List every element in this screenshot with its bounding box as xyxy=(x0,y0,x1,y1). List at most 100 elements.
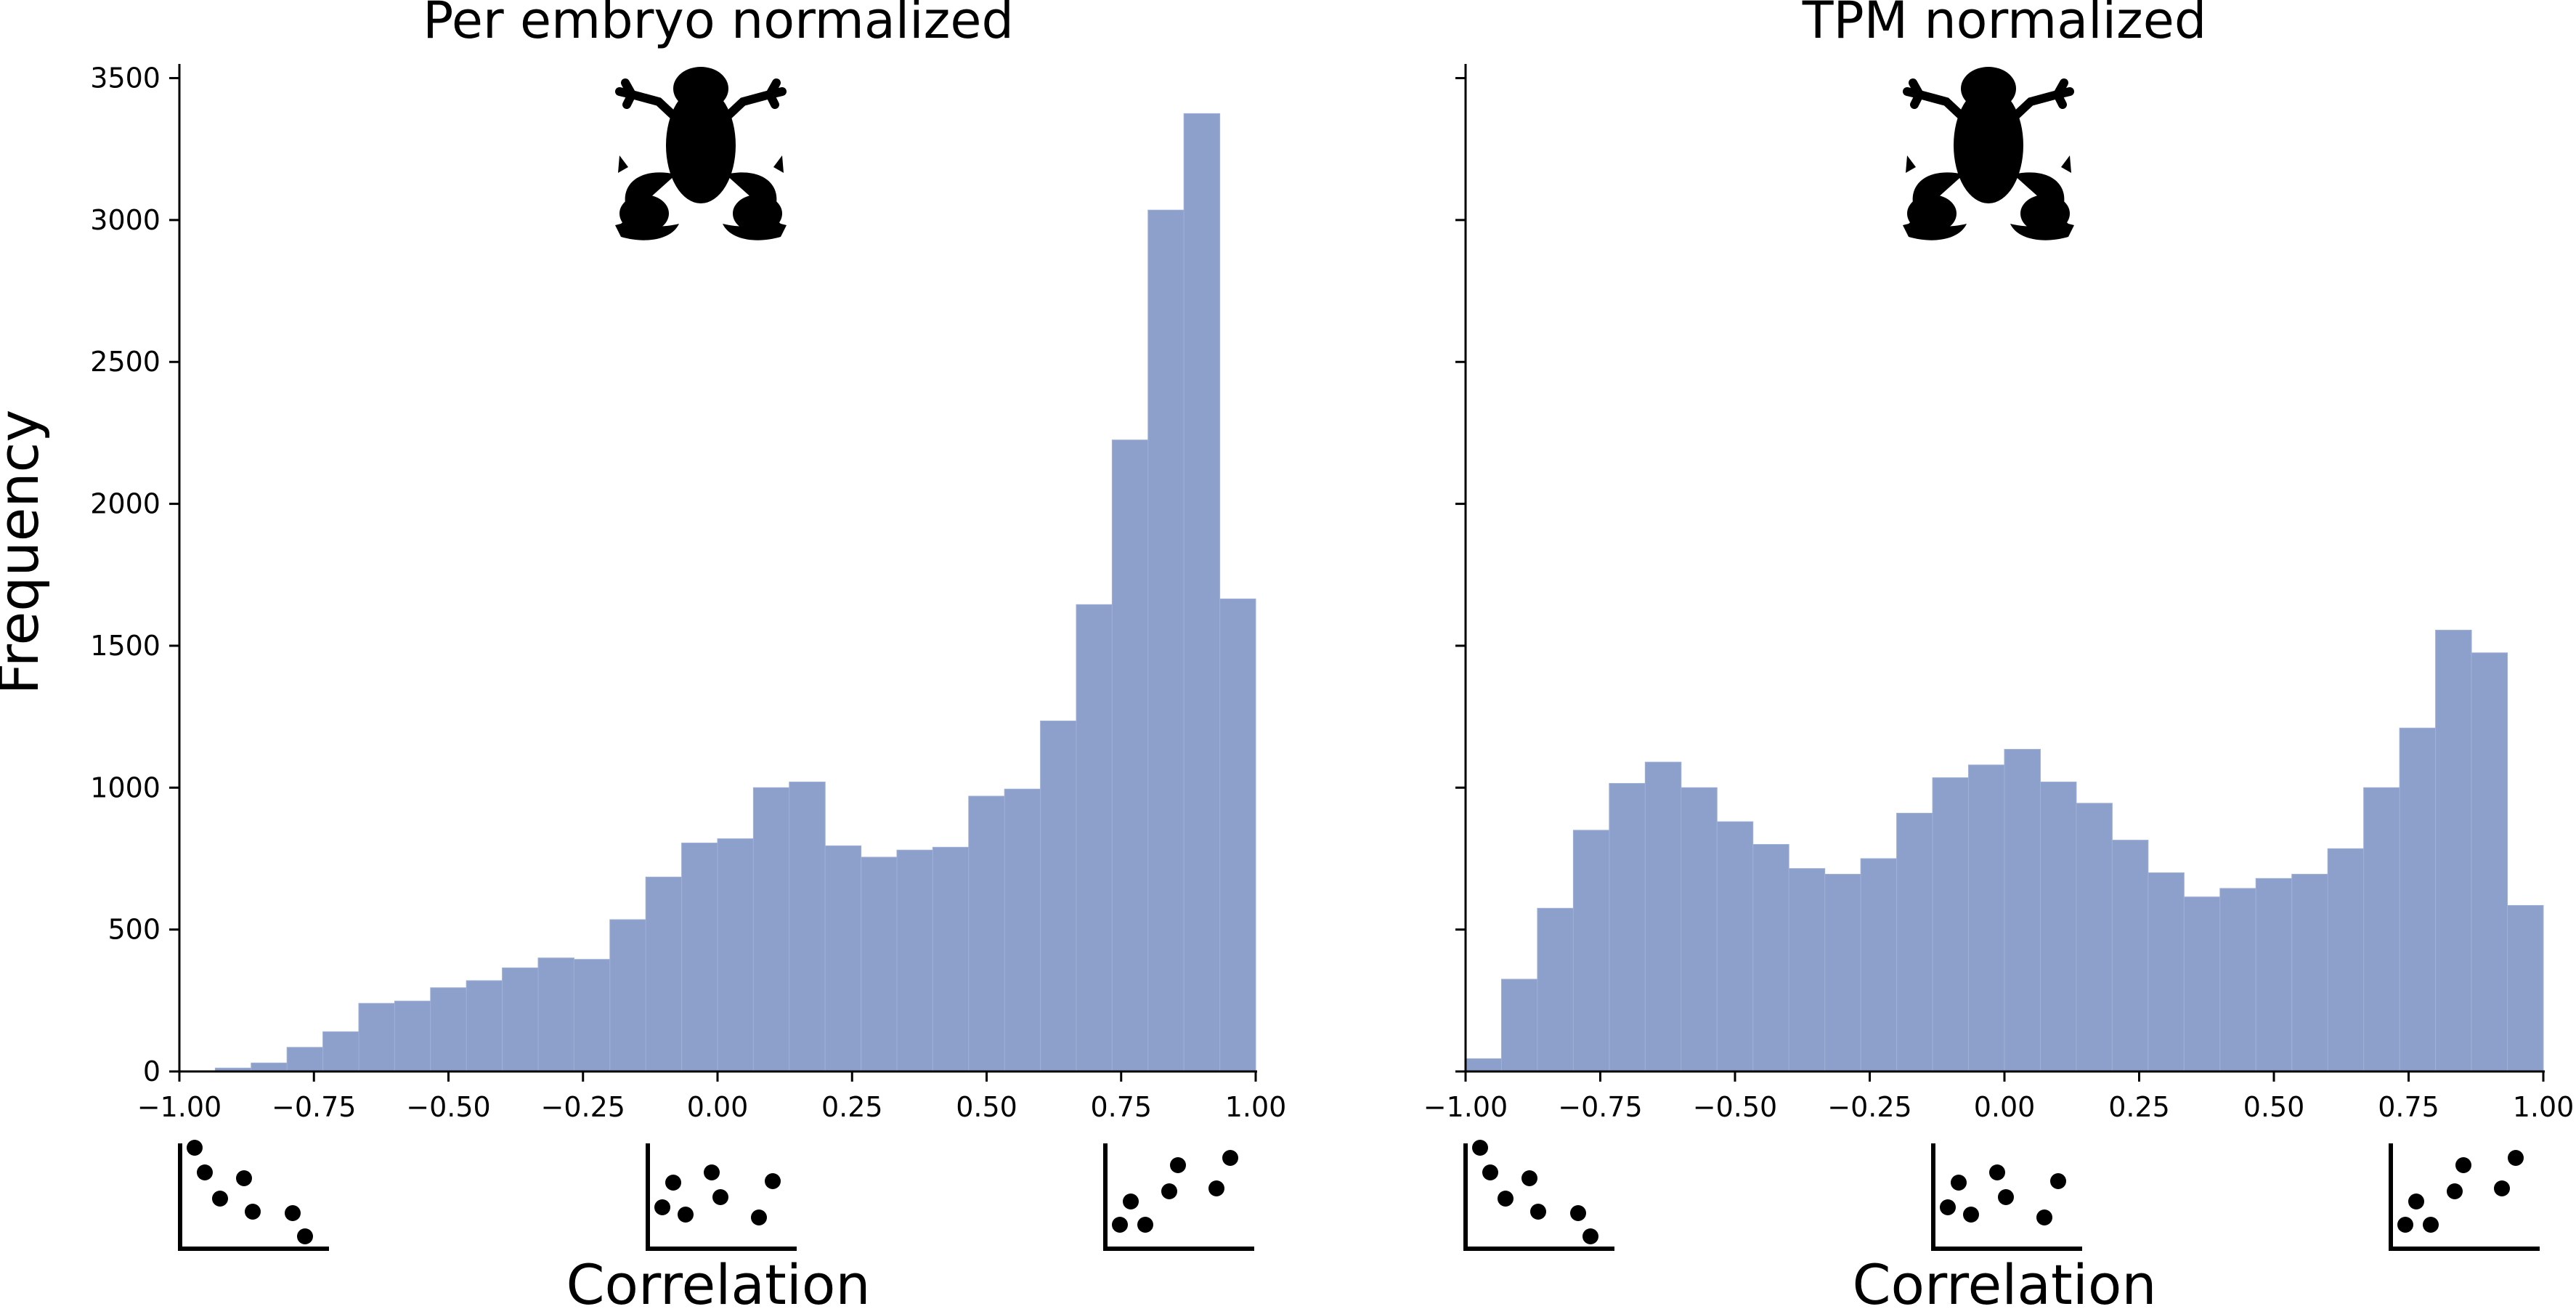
histogram-bar xyxy=(537,957,574,1072)
histogram-bar xyxy=(609,919,646,1072)
histogram-bar xyxy=(1076,604,1113,1072)
histogram-bar xyxy=(1500,978,1538,1072)
x-tick-label: −1.00 xyxy=(137,1091,222,1123)
histogram-panel-tpm: TPM normalized −1.00 −0.75 −0.50 −0.25 0.00 0… xyxy=(1423,0,2575,1309)
positive-correlation-scatter-icon xyxy=(1105,1143,1254,1249)
axes: −1.00 −0.75 −0.50 −0.25 0.00 0.25 0.50 0.75 1.00 xyxy=(1423,64,2575,1123)
no-correlation-scatter-icon xyxy=(1933,1143,2082,1249)
histogram-bar xyxy=(1896,812,1933,1072)
histogram-bar xyxy=(1183,113,1221,1072)
histogram-bar xyxy=(2111,840,2149,1072)
histogram-bar xyxy=(1147,209,1185,1072)
histogram-bar xyxy=(968,795,1005,1072)
x-tick-label: −0.25 xyxy=(1827,1091,1911,1123)
x-tick-label: −1.00 xyxy=(1423,1091,1508,1123)
histogram-bar xyxy=(573,959,611,1072)
panel-title: TPM normalized xyxy=(1802,0,2207,50)
histogram-bar xyxy=(2039,781,2077,1072)
histogram-bar xyxy=(861,856,898,1072)
histogram-bar xyxy=(1681,787,1718,1072)
histogram-bar xyxy=(1716,821,1754,1072)
histogram-bar xyxy=(2183,896,2221,1072)
histogram-bar xyxy=(1004,788,1041,1072)
histogram-bar xyxy=(1752,843,1789,1072)
histogram-bar xyxy=(1644,761,1682,1072)
x-tick-label: −0.75 xyxy=(272,1091,356,1123)
histogram-bar xyxy=(2327,848,2365,1072)
y-axis-title: Frequency xyxy=(0,410,51,695)
histogram-bar xyxy=(2471,652,2508,1072)
histogram-bar xyxy=(1219,598,1256,1072)
x-axis-title: Correlation xyxy=(566,1252,870,1309)
x-tick-label: 0.50 xyxy=(956,1091,1017,1123)
x-tick-label: 0.75 xyxy=(1090,1091,1152,1123)
y-tick-label: 500 xyxy=(107,914,161,946)
negative-correlation-scatter-icon xyxy=(180,1140,329,1249)
histogram-bar xyxy=(752,787,790,1072)
histogram-bar xyxy=(1111,439,1149,1072)
x-tick-label: 0.50 xyxy=(2243,1091,2305,1123)
y-tick-label: 0 xyxy=(143,1055,161,1087)
histogram-bar xyxy=(251,1062,288,1072)
x-tick-label: −0.50 xyxy=(1693,1091,1777,1123)
positive-correlation-scatter-icon xyxy=(2391,1143,2540,1249)
panel-title: Per embryo normalized xyxy=(423,0,1014,50)
histogram-bar xyxy=(2399,727,2437,1072)
histogram-bar xyxy=(1968,764,2005,1072)
x-tick-label: 0.75 xyxy=(2378,1091,2439,1123)
histogram-bar xyxy=(286,1047,324,1072)
histogram-bar xyxy=(322,1031,359,1072)
histogram-bar xyxy=(1537,907,1574,1072)
histogram-bar xyxy=(932,846,970,1072)
histogram-bar xyxy=(2148,872,2185,1072)
histogram-bar xyxy=(1465,1058,1502,1072)
x-tick-label: −0.25 xyxy=(541,1091,625,1123)
histogram-bar xyxy=(430,987,467,1072)
no-correlation-scatter-icon xyxy=(648,1143,797,1249)
histogram-bar xyxy=(1572,830,1610,1072)
frog-silhouette-icon xyxy=(615,67,787,240)
x-axis-title: Correlation xyxy=(1852,1252,2156,1309)
histogram-bar xyxy=(358,1002,395,1072)
y-tick-label: 2500 xyxy=(90,346,161,378)
y-tick-label: 3500 xyxy=(90,62,161,94)
histogram-bar xyxy=(824,845,862,1072)
histogram-bar xyxy=(1860,858,1898,1072)
x-tick-label: −0.50 xyxy=(406,1091,490,1123)
histogram-bar xyxy=(502,967,539,1072)
x-tick-label: 1.00 xyxy=(1225,1091,1287,1123)
y-tick-label: 1500 xyxy=(90,630,161,662)
x-tick-label: 0.25 xyxy=(821,1091,883,1123)
histogram-bar xyxy=(1040,720,1077,1072)
x-tick-label: −0.75 xyxy=(1558,1091,1642,1123)
histogram-bar xyxy=(2076,803,2113,1072)
histogram-bar xyxy=(394,1000,431,1072)
x-tick-label: 0.25 xyxy=(2108,1091,2170,1123)
histogram-bar xyxy=(717,838,754,1072)
histogram-panel-per-embryo: Per embryo normalized −1.00 −0.75 −0.50 −0.… xyxy=(0,0,1286,1309)
axes: −1.00 −0.75 −0.50 −0.25 0.00 0.25 0.50 0.75 1.00… xyxy=(90,62,1286,1123)
histogram-bar xyxy=(2507,904,2544,1072)
frog-silhouette-icon xyxy=(1903,67,2074,240)
histogram-bar xyxy=(1932,777,1970,1072)
y-tick-label: 1000 xyxy=(90,771,161,803)
histogram-bar xyxy=(466,980,503,1072)
bars xyxy=(1465,629,2544,1072)
histogram-bar xyxy=(645,876,683,1072)
histogram-bar xyxy=(2363,787,2400,1072)
histogram-bar xyxy=(2004,749,2041,1072)
y-tick-label: 3000 xyxy=(90,204,161,236)
histogram-bar xyxy=(1609,782,1646,1072)
histogram-bar xyxy=(1788,868,1826,1072)
histogram-bar xyxy=(2291,873,2328,1072)
x-tick-label: 0.00 xyxy=(1974,1091,2036,1123)
histogram-bar xyxy=(2219,888,2256,1072)
x-tick-label: 1.00 xyxy=(2513,1091,2575,1123)
histogram-bar xyxy=(789,781,826,1072)
x-tick-label: 0.00 xyxy=(687,1091,749,1123)
y-tick-label: 2000 xyxy=(90,488,161,520)
histogram-bar xyxy=(681,842,718,1072)
negative-correlation-scatter-icon xyxy=(1466,1140,1614,1249)
histogram-bar xyxy=(896,849,933,1072)
